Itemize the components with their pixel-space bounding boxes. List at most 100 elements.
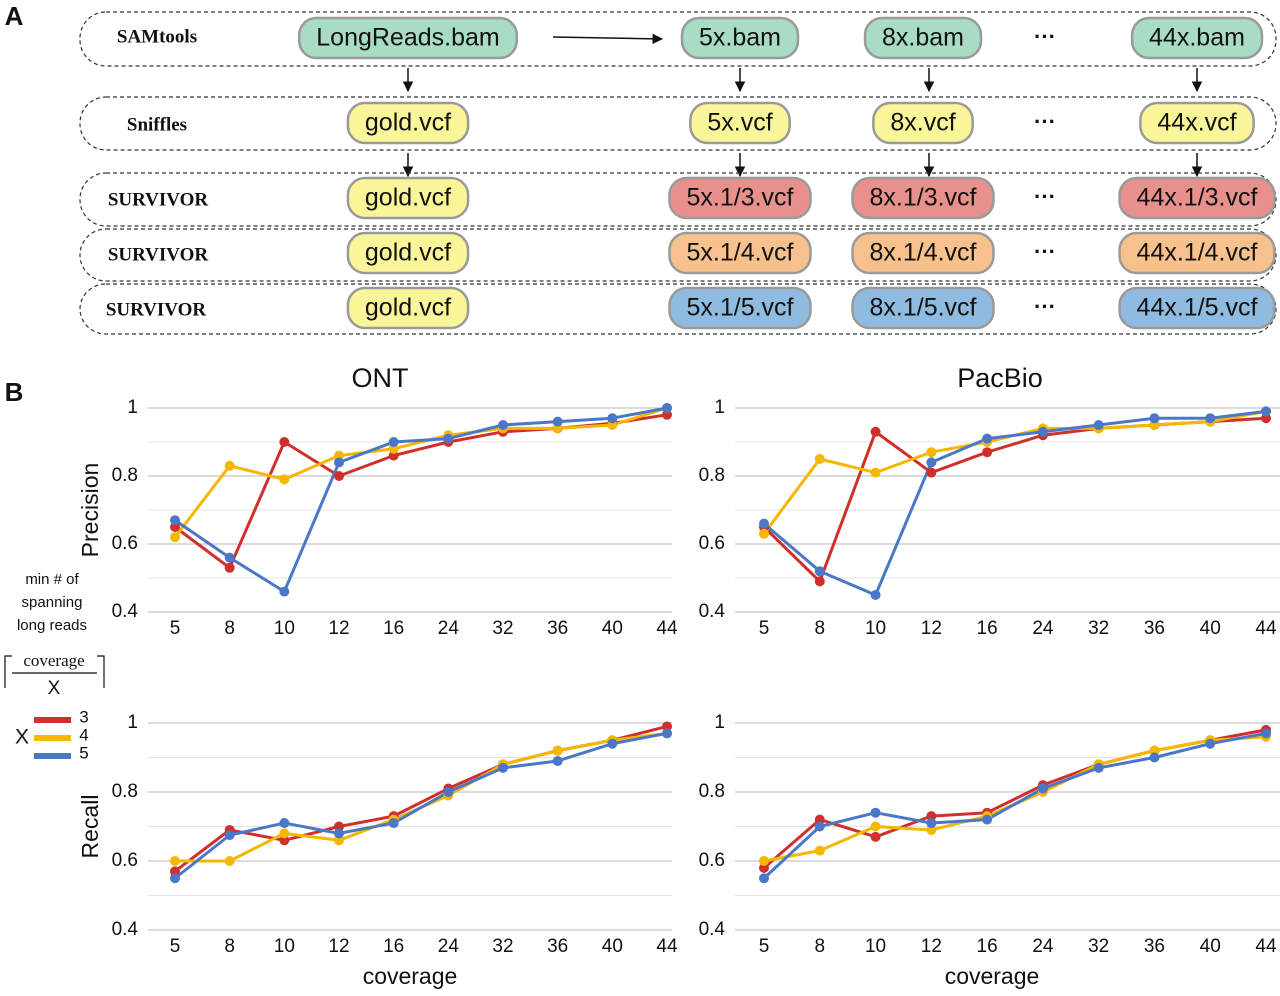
data-point <box>443 433 454 444</box>
file-box <box>668 286 812 330</box>
data-point <box>279 818 290 829</box>
y-tick-label: 1 <box>714 397 725 418</box>
x-tick-label: 16 <box>383 936 404 957</box>
series-line <box>762 731 1267 880</box>
data-point <box>1149 745 1160 756</box>
x-tick-label: 44 <box>1255 936 1277 957</box>
x-tick-label: 36 <box>547 618 568 639</box>
x-tick-label: 12 <box>921 618 942 639</box>
file-label: 8x.1/5.vcf <box>870 294 977 322</box>
data-point <box>1205 738 1216 749</box>
data-point <box>870 831 881 842</box>
ellipsis: ··· <box>1034 184 1056 209</box>
file-box <box>863 16 983 60</box>
x-tick-label: 16 <box>977 618 998 639</box>
row-frame <box>79 228 1277 282</box>
pipeline-row: SURVIVOR ··· gold.vcf 5x.1/3.vcf 8x.1/3.vcf 4… <box>79 172 1277 227</box>
x-tick-label: 44 <box>656 618 678 639</box>
x-tick-label: 16 <box>977 936 998 957</box>
data-point <box>759 862 769 873</box>
data-point <box>870 807 881 818</box>
x-tick-label: 24 <box>1032 618 1054 639</box>
x-tick-label: 5 <box>170 618 181 639</box>
data-point <box>334 457 344 468</box>
file-label: 44x.1/3.vcf <box>1137 184 1258 212</box>
y-tick-label: 0.4 <box>699 601 726 622</box>
file-box <box>1118 286 1276 330</box>
legend-heading: spanning <box>22 594 83 611</box>
x-tick-label: 24 <box>438 618 460 639</box>
ellipsis: ··· <box>1034 109 1056 134</box>
data-point <box>1205 413 1216 424</box>
file-label: 5x.bam <box>699 24 781 52</box>
x-axis-label: coverage <box>363 963 458 989</box>
file-label: 5x.1/3.vcf <box>687 184 794 212</box>
data-point <box>814 814 825 825</box>
data-point <box>279 835 290 846</box>
series-line <box>763 728 1267 870</box>
data-point <box>224 830 235 841</box>
file-label: gold.vcf <box>365 184 451 212</box>
data-point <box>814 845 825 856</box>
data-point <box>1037 426 1048 437</box>
data-point <box>224 460 235 471</box>
series-line <box>174 731 668 880</box>
x-tick-label: 40 <box>602 618 623 639</box>
y-axis-label: Precision <box>77 463 103 558</box>
file-box <box>851 231 995 275</box>
legend-label: 5 <box>79 743 88 762</box>
data-point <box>982 433 993 444</box>
data-point <box>926 818 937 829</box>
data-point <box>498 420 508 430</box>
ellipsis: ··· <box>1034 24 1056 49</box>
data-point <box>1149 752 1160 763</box>
data-point <box>814 566 825 577</box>
x-tick-label: 8 <box>814 936 825 957</box>
tool-name: SURVIVOR <box>108 244 209 265</box>
data-point <box>759 528 769 539</box>
file-label: gold.vcf <box>365 109 451 137</box>
data-point <box>1261 406 1271 417</box>
x-tick-label: 36 <box>1144 618 1165 639</box>
file-label: 8x.1/4.vcf <box>870 239 977 267</box>
data-point <box>388 437 399 447</box>
x-tick-label: 40 <box>1200 618 1221 639</box>
data-point <box>759 518 769 529</box>
x-tick-label: 24 <box>438 936 460 957</box>
file-label: 5x.1/5.vcf <box>687 294 794 322</box>
data-point <box>662 728 672 739</box>
y-tick-label: 0.4 <box>699 919 726 940</box>
chart-title: ONT <box>352 363 409 393</box>
file-label: 8x.1/3.vcf <box>870 184 977 212</box>
x-tick-label: 32 <box>1088 618 1109 639</box>
pipeline-row: SURVIVOR ··· gold.vcf 5x.1/5.vcf 8x.1/5.vcf 4… <box>79 283 1277 335</box>
data-point <box>334 471 344 481</box>
legend-heading: min # of <box>25 571 79 588</box>
data-point <box>279 586 290 597</box>
x-tick-label: 36 <box>547 936 568 957</box>
file-box <box>680 16 800 60</box>
file-box <box>851 176 995 220</box>
data-point <box>926 811 937 822</box>
x-tick-label: 40 <box>602 936 623 957</box>
file-box <box>298 16 518 60</box>
series-line <box>173 406 668 539</box>
fraction-denominator: X <box>48 678 61 699</box>
y-tick-label: 1 <box>714 712 725 733</box>
data-point <box>662 721 672 732</box>
x-tick-label: 8 <box>224 936 235 957</box>
x-tick-label: 5 <box>759 936 770 957</box>
series-line <box>762 409 1267 535</box>
data-point <box>759 856 769 866</box>
data-point <box>982 814 993 825</box>
x-tick-label: 5 <box>759 618 770 639</box>
series-line <box>174 413 668 570</box>
data-point <box>607 413 618 424</box>
data-point <box>334 835 344 846</box>
x-axis-label: coverage <box>945 963 1040 989</box>
series-line <box>762 416 1267 583</box>
x-tick-label: 32 <box>492 936 513 957</box>
file-label: 44x.1/5.vcf <box>1137 294 1258 322</box>
data-point <box>334 828 344 839</box>
y-tick-label: 1 <box>127 712 138 733</box>
